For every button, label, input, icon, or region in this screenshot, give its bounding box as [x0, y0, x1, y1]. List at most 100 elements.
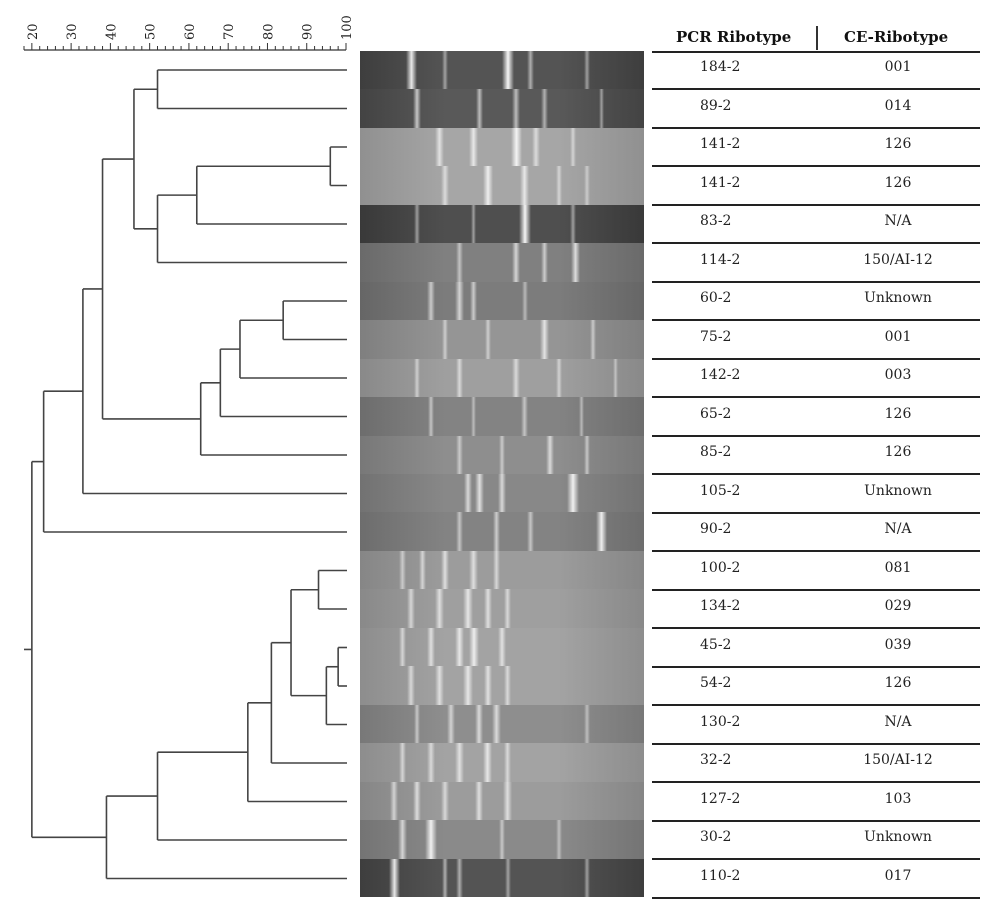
gel-band	[474, 474, 484, 513]
pcr-ribotype-cell: 85-2	[700, 444, 732, 460]
gel-lane	[360, 474, 644, 513]
table-row: 127-2 103	[652, 784, 980, 822]
scale-tick-label: 100	[340, 15, 355, 40]
ce-ribotype-cell: 126	[884, 136, 912, 152]
gel-band	[475, 89, 484, 129]
ce-ribotype-cell: 103	[884, 790, 912, 807]
gel-band	[475, 704, 484, 744]
gel-lane	[360, 550, 644, 590]
gel-lane	[360, 127, 644, 167]
similarity-scale: 20 30 40 50 60 70 80 90 100	[23, 15, 355, 51]
gel-band	[463, 474, 473, 513]
pcr-ribotype-cell: 134-2	[700, 598, 741, 614]
row-rule	[652, 280, 980, 283]
gel-band	[527, 512, 534, 552]
row-rule	[652, 357, 980, 360]
table-row: 30-2 Unknown	[652, 822, 980, 860]
gel-band	[463, 666, 473, 706]
pcr-ribotype-cell: 83-2	[700, 213, 732, 229]
gel-band	[441, 166, 449, 206]
gel-band	[532, 127, 540, 167]
row-rule	[652, 203, 980, 206]
gel-lane	[360, 51, 644, 90]
gel-lane	[360, 820, 644, 860]
scale-tick-label: 40	[104, 23, 119, 40]
row-rule	[652, 550, 980, 552]
gel-band	[598, 89, 605, 129]
ce-ribotype-cell: Unknown	[864, 829, 932, 845]
gel-band	[425, 820, 437, 860]
gel-band	[469, 550, 478, 590]
gel-band	[463, 589, 473, 629]
gel-band	[492, 704, 501, 744]
gel-band	[455, 743, 464, 783]
gel-lane	[360, 627, 644, 667]
ce-ribotype-cell: 017	[884, 867, 912, 884]
gel-band	[454, 627, 465, 667]
gel-band	[503, 743, 512, 783]
ce-ribotype-cell: 150/AI-12	[863, 251, 933, 268]
gel-band	[483, 743, 493, 783]
gel-lane	[360, 858, 644, 897]
gel-band	[492, 550, 501, 590]
gel-band	[521, 281, 528, 321]
table-row: 142-2 003	[652, 360, 980, 398]
header-rule	[652, 51, 980, 53]
gel-band	[435, 127, 444, 167]
table-row: 83-2 N/A	[652, 206, 980, 244]
gel-band	[441, 781, 449, 821]
gel-band	[427, 397, 435, 437]
gel-band	[521, 397, 528, 437]
row-rule	[652, 165, 980, 167]
gel-band	[584, 166, 591, 206]
ce-ribotype-cell: 014	[884, 97, 912, 114]
gel-band	[512, 243, 521, 283]
gel-band	[503, 781, 512, 821]
table-row: 110-2 017	[652, 861, 980, 899]
row-rule	[652, 396, 980, 398]
gel-band	[583, 435, 591, 475]
row-rule	[652, 665, 980, 668]
gel-band	[510, 127, 522, 167]
ce-ribotype-cell: 039	[884, 636, 912, 653]
pcr-ribotype-cell: 114-2	[700, 251, 741, 268]
gel-band	[540, 243, 549, 283]
gel-lane	[360, 358, 644, 398]
scale-tick-label: 30	[65, 23, 80, 40]
gel-band	[483, 666, 492, 706]
gel-lane	[360, 704, 644, 744]
gel-band	[498, 820, 506, 860]
table-row: 141-2 126	[652, 129, 980, 167]
gel-band	[405, 51, 417, 90]
table-row: 100-2 081	[652, 553, 980, 591]
gel-lane	[360, 204, 644, 244]
pcr-ribotype-cell: 105-2	[700, 482, 741, 499]
row-rule	[652, 588, 980, 591]
gel-band	[555, 820, 562, 860]
pcr-ribotype-cell: 127-2	[700, 790, 741, 807]
gel-band	[503, 666, 512, 706]
gel-band	[482, 166, 493, 206]
pcr-ribotype-cell: 32-2	[700, 752, 732, 768]
table-row: 89-2 014	[652, 91, 980, 129]
gel-band	[399, 550, 406, 590]
gel-band	[455, 281, 464, 321]
gel-lane	[360, 89, 644, 129]
gel-band	[456, 435, 463, 475]
row-rule	[652, 434, 980, 437]
pcr-ribotype-cell: 100-2	[700, 559, 741, 576]
gel-band	[468, 127, 479, 167]
gel-band	[427, 281, 435, 321]
gel-lane	[360, 512, 644, 552]
row-rule	[652, 858, 980, 860]
table-row: 90-2 N/A	[652, 514, 980, 552]
gel-band	[426, 627, 436, 667]
row-rule	[652, 896, 980, 899]
ce-ribotype-cell: 126	[884, 405, 912, 422]
table-row: 184-2 001	[652, 52, 980, 90]
scale-tick-label: 50	[144, 23, 159, 40]
gel-band	[470, 397, 477, 437]
gel-lane	[360, 743, 644, 783]
pcr-ribotype-cell: 30-2	[700, 829, 732, 845]
gel-band	[555, 358, 563, 398]
